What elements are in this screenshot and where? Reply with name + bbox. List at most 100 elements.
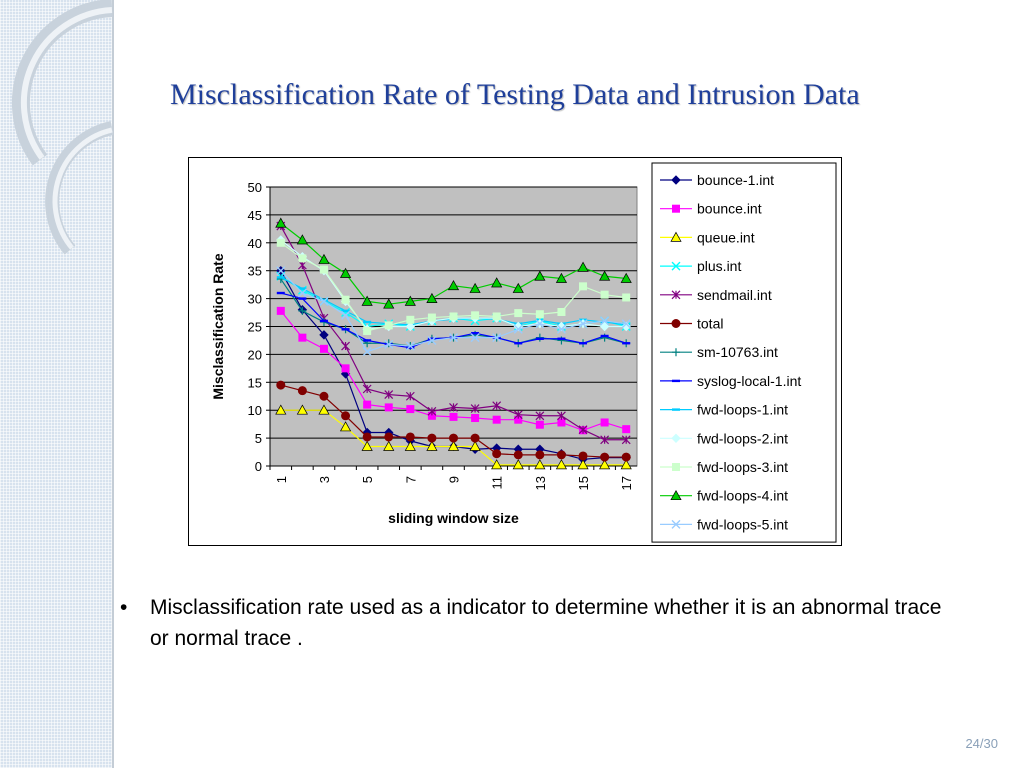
data-point (621, 321, 631, 332)
legend-label: total (697, 316, 723, 332)
data-point (447, 280, 460, 291)
bullet-symbol: • (120, 596, 128, 619)
data-point (297, 288, 307, 298)
data-point (514, 309, 523, 318)
legend-label: plus.int (697, 258, 741, 274)
data-point (276, 306, 285, 315)
data-point (339, 421, 352, 432)
data-point (406, 405, 415, 414)
data-point (600, 418, 609, 427)
y-axis-title: Misclassification Rate (210, 253, 226, 399)
x-tick-label: 5 (360, 476, 375, 483)
legend-symbol (671, 290, 681, 300)
data-point (341, 310, 351, 320)
data-point (622, 425, 631, 434)
data-point (341, 328, 350, 331)
y-tick-label: 10 (248, 403, 262, 418)
legend-marker (671, 519, 681, 529)
data-point (512, 459, 524, 470)
data-point (556, 450, 566, 460)
legend-symbol (672, 379, 680, 383)
data-point (341, 295, 350, 304)
data-point (469, 282, 481, 293)
data-point (471, 414, 480, 423)
legend-marker (672, 463, 680, 471)
data-point (362, 347, 372, 357)
data-point (363, 400, 372, 409)
data-point (599, 270, 611, 281)
data-point (383, 440, 395, 451)
legend-symbol (670, 231, 682, 242)
data-point (405, 391, 415, 401)
data-point (621, 319, 631, 329)
legend-label: fwd-loops-4.int (697, 488, 788, 504)
y-tick-label: 25 (248, 320, 262, 335)
data-point (361, 295, 373, 306)
x-tick-label: 17 (619, 476, 634, 490)
bullet-text: Misclassification rate used as a indicat… (150, 596, 942, 650)
x-tick-label: 9 (447, 476, 462, 483)
data-point (449, 433, 458, 443)
y-tick-label: 5 (255, 431, 262, 446)
bullet-list: • Misclassification rate used as a indic… (120, 592, 960, 654)
data-point (298, 306, 307, 315)
page-number: 24/30 (965, 736, 998, 751)
data-point (363, 320, 372, 324)
data-point (535, 450, 545, 460)
x-tick-label: 1 (274, 476, 289, 483)
chart-frame: 0 5 10 15 20 25 30 35 40 45 50 1 3 5 7 9 11 13 15 17 sliding… (188, 157, 842, 546)
data-point (318, 404, 330, 415)
data-point (513, 450, 523, 460)
legend-symbol (672, 204, 680, 213)
legend-symbol (671, 175, 681, 185)
data-point (339, 267, 352, 278)
data-point (577, 261, 589, 272)
x-tick-label: 13 (533, 476, 548, 490)
data-point (275, 404, 287, 415)
data-point (578, 451, 588, 461)
data-point (535, 319, 545, 329)
data-point (296, 234, 308, 245)
data-point (535, 337, 544, 340)
data-point (622, 342, 631, 345)
data-point (427, 337, 436, 340)
legend-marker (670, 231, 682, 242)
data-point (491, 459, 503, 470)
x-tick-label: 7 (403, 476, 418, 483)
y-tick-label: 30 (248, 292, 262, 307)
data-point (557, 307, 566, 316)
data-point (556, 324, 566, 334)
data-point (362, 384, 372, 394)
legend-marker (672, 408, 680, 411)
data-point (276, 238, 285, 247)
data-point (471, 311, 480, 320)
legend-symbol (672, 463, 680, 471)
data-point (298, 254, 307, 263)
data-point (427, 433, 437, 443)
x-tick-label: 11 (490, 476, 505, 490)
legend-marker (671, 290, 681, 300)
data-point (341, 341, 350, 351)
series-fwd-loops-5-int (276, 266, 631, 357)
data-point (406, 346, 415, 349)
y-tick-label: 40 (248, 236, 262, 251)
data-point (384, 321, 393, 330)
data-point (470, 433, 480, 443)
data-point (319, 265, 328, 274)
data-point (297, 386, 307, 396)
legend-marker (671, 261, 681, 271)
legend-label: fwd-loops-1.int (697, 402, 788, 418)
data-point (276, 276, 285, 279)
data-point (384, 403, 393, 412)
data-point (557, 411, 566, 421)
data-point (622, 293, 631, 302)
data-point (275, 217, 287, 228)
data-point (319, 344, 328, 353)
data-point (383, 298, 395, 309)
data-point (579, 342, 588, 345)
data-point (512, 282, 524, 293)
data-point (384, 390, 394, 400)
data-point (578, 319, 588, 329)
legend-label: bounce.int (697, 201, 762, 217)
data-point (296, 404, 308, 415)
